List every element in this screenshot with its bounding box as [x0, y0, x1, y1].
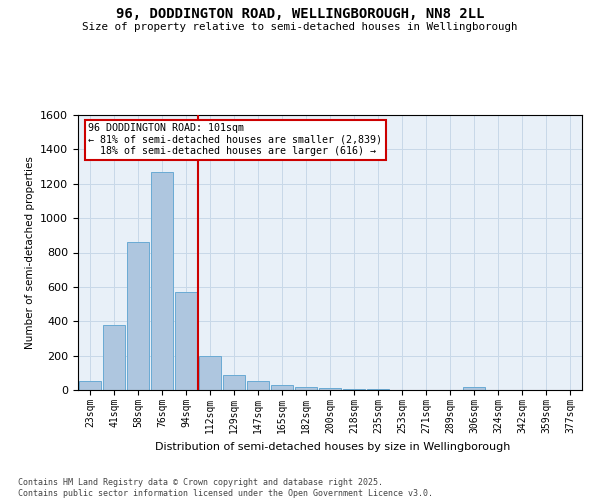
Bar [319, 388, 341, 390]
Bar [271, 385, 293, 390]
Bar [199, 356, 221, 390]
Bar [463, 386, 485, 390]
Text: Size of property relative to semi-detached houses in Wellingborough: Size of property relative to semi-detach… [82, 22, 518, 32]
Bar [127, 242, 149, 390]
Bar [247, 380, 269, 390]
Y-axis label: Number of semi-detached properties: Number of semi-detached properties [25, 156, 35, 349]
Bar [223, 374, 245, 390]
Text: 96, DODDINGTON ROAD, WELLINGBOROUGH, NN8 2LL: 96, DODDINGTON ROAD, WELLINGBOROUGH, NN8… [116, 8, 484, 22]
Text: 96 DODDINGTON ROAD: 101sqm
← 81% of semi-detached houses are smaller (2,839)
  1: 96 DODDINGTON ROAD: 101sqm ← 81% of semi… [88, 123, 382, 156]
Bar [343, 389, 365, 390]
Bar [151, 172, 173, 390]
Text: Distribution of semi-detached houses by size in Wellingborough: Distribution of semi-detached houses by … [155, 442, 511, 452]
Text: Contains HM Land Registry data © Crown copyright and database right 2025.
Contai: Contains HM Land Registry data © Crown c… [18, 478, 433, 498]
Bar [175, 292, 197, 390]
Bar [103, 324, 125, 390]
Bar [295, 387, 317, 390]
Bar [79, 380, 101, 390]
